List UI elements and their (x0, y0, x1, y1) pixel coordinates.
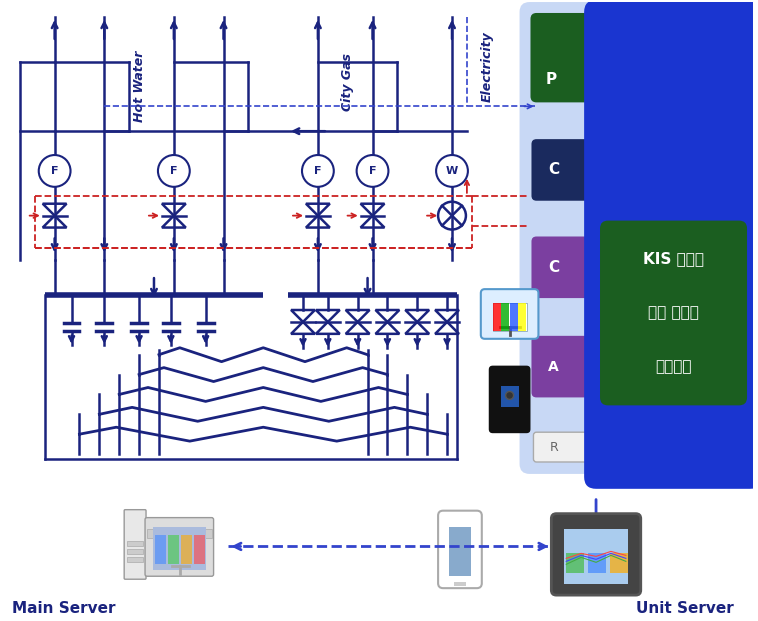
Text: City Gas: City Gas (341, 53, 354, 111)
FancyBboxPatch shape (534, 432, 604, 462)
FancyBboxPatch shape (531, 336, 650, 397)
Text: Unit Server: Unit Server (636, 601, 734, 615)
Text: C: C (548, 163, 559, 178)
Bar (493, 303, 527, 331)
Text: Electricity: Electricity (481, 31, 493, 102)
FancyBboxPatch shape (438, 510, 482, 588)
Text: KIS 시스템

기반 개방형

운영체계: KIS 시스템 기반 개방형 운영체계 (643, 252, 704, 374)
Bar (127, 558, 143, 563)
Circle shape (39, 155, 70, 187)
Circle shape (506, 391, 514, 399)
Text: A: A (548, 360, 559, 374)
FancyBboxPatch shape (531, 237, 650, 298)
Text: F: F (170, 166, 177, 176)
Text: F: F (314, 166, 321, 176)
Circle shape (158, 155, 190, 187)
Bar (509, 303, 518, 331)
FancyBboxPatch shape (531, 139, 650, 201)
Circle shape (436, 155, 468, 187)
Text: W: W (446, 166, 458, 176)
FancyBboxPatch shape (584, 0, 758, 489)
Bar (454, 582, 466, 586)
Bar (155, 535, 166, 564)
Text: F: F (51, 166, 58, 176)
FancyBboxPatch shape (600, 220, 747, 406)
Text: P: P (546, 72, 556, 87)
FancyBboxPatch shape (481, 289, 538, 339)
Bar (127, 550, 143, 555)
Bar (153, 527, 205, 570)
FancyBboxPatch shape (145, 518, 214, 576)
Bar (564, 528, 628, 584)
Text: Main Server: Main Server (12, 601, 115, 615)
Text: F: F (369, 166, 376, 176)
Bar (181, 535, 192, 564)
Bar (127, 542, 143, 546)
Bar (168, 535, 179, 564)
Text: R: R (550, 440, 558, 453)
Bar (449, 527, 471, 576)
Bar (501, 386, 518, 407)
Bar (493, 303, 501, 331)
Text: C: C (548, 260, 559, 274)
Bar (501, 303, 509, 331)
Bar (518, 303, 526, 331)
Text: Hot Water: Hot Water (133, 51, 146, 122)
Circle shape (302, 155, 334, 187)
FancyBboxPatch shape (124, 510, 146, 579)
Circle shape (356, 155, 388, 187)
Bar (566, 553, 584, 573)
Text: Data: Data (595, 48, 647, 67)
FancyBboxPatch shape (531, 13, 711, 102)
Bar (588, 553, 606, 573)
Bar (194, 535, 205, 564)
FancyBboxPatch shape (519, 2, 738, 474)
FancyBboxPatch shape (489, 366, 531, 433)
Bar (610, 553, 628, 573)
Bar (147, 528, 211, 538)
FancyBboxPatch shape (551, 514, 641, 595)
